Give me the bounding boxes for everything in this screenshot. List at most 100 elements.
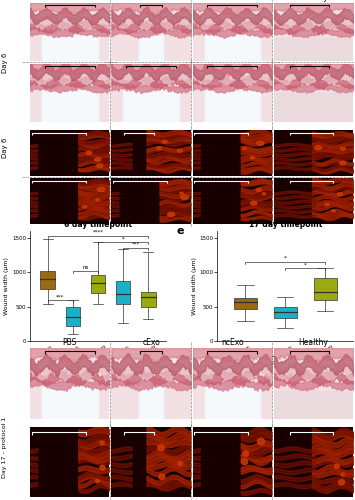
Y-axis label: Wound width (µm): Wound width (µm) [4,257,9,315]
Circle shape [341,473,344,476]
Circle shape [250,156,255,159]
Bar [141,292,155,307]
Bar [34,144,82,176]
Circle shape [181,195,188,200]
Circle shape [86,151,92,154]
Y-axis label: Wound width (µm): Wound width (µm) [192,257,197,315]
Bar [139,387,163,419]
Circle shape [243,148,246,150]
Bar [139,35,163,62]
Circle shape [241,459,248,464]
Circle shape [178,462,182,466]
Bar [42,90,98,122]
Circle shape [158,445,164,451]
Circle shape [162,140,167,143]
Text: ***: *** [132,242,140,246]
Text: PBS: PBS [241,344,252,354]
Text: *: * [304,262,307,267]
Bar [42,35,98,62]
Circle shape [243,451,248,456]
Bar [274,38,353,62]
Circle shape [94,158,101,162]
Text: Protocol 1: Protocol 1 [72,362,99,366]
Bar [204,387,260,419]
Text: cExo: cExo [118,344,131,356]
Bar [312,448,316,498]
Title: 6 day timepoint: 6 day timepoint [64,220,132,229]
Text: Protocol 1: Protocol 1 [272,362,299,366]
Circle shape [340,162,346,165]
Bar [128,448,150,498]
Bar [204,35,260,62]
Bar [115,192,163,224]
Circle shape [180,192,184,194]
Bar [123,90,179,122]
Text: e: e [177,226,184,235]
Circle shape [251,202,257,205]
Text: ***: *** [56,294,65,300]
Title: Healthy: Healthy [299,0,328,2]
Circle shape [325,204,329,206]
Text: *: * [284,256,287,261]
Title: PBS: PBS [62,0,77,2]
Bar [312,192,316,224]
Bar [66,307,80,326]
Circle shape [340,148,345,150]
Bar [314,278,337,300]
Bar [204,90,260,122]
Text: ncExo: ncExo [142,343,158,356]
Bar [274,306,297,318]
Text: Day 6: Day 6 [2,52,8,72]
Circle shape [159,474,165,480]
Text: Protocol 2: Protocol 2 [122,362,149,366]
Title: 17 day timepoint: 17 day timepoint [248,220,322,229]
Bar [34,448,82,498]
Bar [128,144,150,176]
Bar [42,35,98,62]
Bar [197,192,244,224]
Title: PBS: PBS [62,338,77,347]
Circle shape [177,150,182,152]
Bar [204,35,260,62]
Bar [197,144,244,176]
Circle shape [157,146,162,150]
Text: cExo: cExo [280,344,294,356]
Circle shape [256,188,262,192]
Bar [204,90,260,122]
Circle shape [82,206,87,208]
Text: Day 17 – protocol 1: Day 17 – protocol 1 [2,417,7,478]
Bar [91,275,105,293]
Circle shape [97,188,105,192]
Bar [116,281,131,304]
Title: ncExo: ncExo [221,0,244,2]
Circle shape [339,480,345,485]
Text: *: * [122,236,125,241]
Bar [42,387,98,419]
Circle shape [334,464,339,468]
Bar [197,448,244,498]
Bar [274,391,353,419]
Circle shape [337,192,343,196]
Bar [40,271,55,288]
Text: ncExo: ncExo [91,343,108,356]
Bar [123,90,179,122]
Bar [42,387,98,419]
Circle shape [315,146,322,150]
Bar [42,90,98,122]
Bar [139,35,163,62]
Bar [312,144,316,176]
Circle shape [257,438,264,444]
Title: ncExo: ncExo [221,338,244,347]
Bar [34,192,82,224]
Title: Healthy: Healthy [299,338,328,347]
Circle shape [100,466,105,470]
Bar [204,387,260,419]
Bar [139,387,163,419]
Circle shape [257,141,264,146]
Circle shape [262,193,266,195]
Bar [234,298,257,310]
Title: cExo: cExo [142,0,160,2]
Circle shape [95,480,99,483]
Circle shape [168,212,175,216]
Text: ns: ns [82,265,89,270]
